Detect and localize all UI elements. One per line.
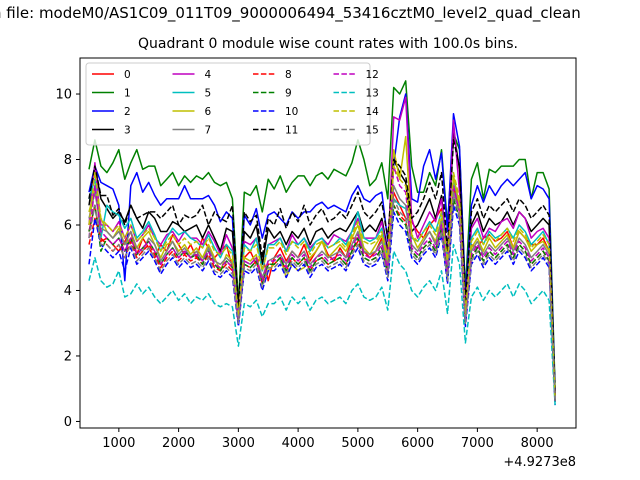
legend-label-9: 9 xyxy=(285,88,292,100)
y-tick-label: 8 xyxy=(64,153,72,168)
legend-label-12: 12 xyxy=(366,69,379,81)
y-tick-label: 6 xyxy=(64,218,72,233)
legend-label-11: 11 xyxy=(285,125,298,137)
legend-label-14: 14 xyxy=(366,106,380,118)
y-tick-label: 10 xyxy=(55,88,72,103)
x-tick-label: 4000 xyxy=(282,436,315,451)
legend-label-1: 1 xyxy=(124,88,131,100)
x-tick-label: 7000 xyxy=(461,436,494,451)
legend-label-13: 13 xyxy=(366,88,379,100)
legend-box xyxy=(85,62,371,146)
legend-label-7: 7 xyxy=(205,125,212,137)
legend-label-5: 5 xyxy=(205,88,212,100)
legend-label-6: 6 xyxy=(205,106,212,118)
series-line-15 xyxy=(88,191,556,402)
legend-label-0: 0 xyxy=(124,69,131,81)
y-tick-label: 2 xyxy=(64,349,72,364)
series-line-2 xyxy=(88,93,556,396)
axes-frame xyxy=(79,57,577,429)
series-line-1 xyxy=(88,80,556,389)
x-tick-label: 3000 xyxy=(222,436,255,451)
figure-title: n file: modeM0/AS1C09_011T09_9000006494_… xyxy=(0,4,581,22)
legend-label-2: 2 xyxy=(124,106,131,118)
legend-label-15: 15 xyxy=(366,125,379,137)
legend-label-10: 10 xyxy=(285,106,298,118)
x-tick-label: 5000 xyxy=(341,436,374,451)
series-line-14 xyxy=(88,165,556,399)
series-line-7 xyxy=(88,184,556,402)
x-tick-label: 6000 xyxy=(401,436,434,451)
series-line-5 xyxy=(88,178,556,402)
series-line-13 xyxy=(88,243,556,406)
legend-label-3: 3 xyxy=(124,125,131,137)
series-layer xyxy=(88,80,556,406)
series-line-6 xyxy=(88,135,556,402)
y-tick-label: 4 xyxy=(64,284,72,299)
series-line-11 xyxy=(88,139,556,393)
x-tick-label: 8000 xyxy=(521,436,554,451)
series-line-12 xyxy=(88,165,556,402)
legend-label-4: 4 xyxy=(205,69,212,81)
ticks-layer: 1000 2000 3000 4000 5000 6000 7000 8000 0 2 4 6 8 10 xyxy=(55,88,553,451)
chart-title: Quadrant 0 module wise count rates with … xyxy=(138,36,518,52)
series-line-9 xyxy=(88,198,556,402)
x-offset-label: +4.9273e8 xyxy=(503,455,576,470)
x-tick-label: 2000 xyxy=(162,436,195,451)
x-tick-label: 1000 xyxy=(102,436,135,451)
series-line-3 xyxy=(88,129,556,396)
series-line-10 xyxy=(88,204,556,406)
legend-label-8: 8 xyxy=(285,69,292,81)
y-tick-label: 0 xyxy=(64,415,72,430)
